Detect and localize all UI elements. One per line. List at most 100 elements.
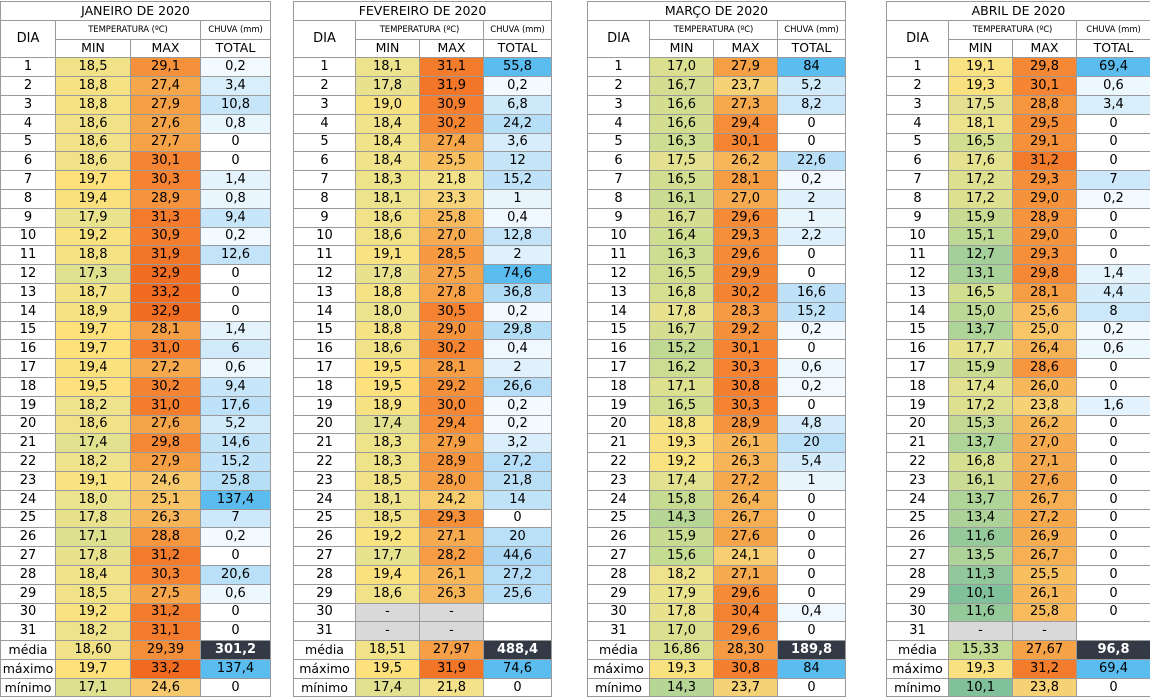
max-temp-cell: 27,0 [713,188,778,209]
min-temp-cell: 13,5 [948,546,1013,566]
max-temp-cell: 29,4 [713,113,778,134]
rain-total-cell: 6 [199,339,272,360]
max-temp-cell: 31,0 [130,339,201,360]
min-temp-cell: 16,5 [649,395,714,416]
max-temp-cell: 33,2 [130,658,201,679]
day-cell: 3 [0,94,56,115]
dia-header: DIA [587,19,650,59]
rain-total-cell: 0 [1076,245,1150,266]
table-row: 31 17,0 29,6 0 [587,621,846,642]
min-temp-cell: 18,4 [355,132,420,153]
max-temp-cell: 33,2 [130,282,201,303]
min-temp-cell: - [948,621,1013,642]
min-temp-cell: 17,5 [649,151,714,172]
table-row: 20 18,8 28,9 4,8 [587,414,846,435]
min-temp-cell: 18,6 [355,339,420,360]
rain-total-cell: 9,4 [199,376,272,397]
rain-total-cell: 0 [199,301,272,322]
table-row: 1 18,1 31,1 55,8 [293,57,552,78]
rain-total-cell: 2 [483,358,552,378]
rain-total-cell: 1 [777,207,846,228]
rain-total-cell: 301,2 [199,640,272,660]
table-row: 10 16,4 29,3 2,2 [587,226,846,247]
table-row: 5 18,6 27,7 0 [0,132,272,153]
rain-total-cell: 0 [1076,564,1150,585]
day-cell: 15 [293,320,356,341]
month-table-marco: MARÇO DE 2020 DIA TEMPERATURA (ºC) CHUVA (m… [587,1,846,698]
day-cell: 28 [886,564,949,585]
table-row: 5 16,3 30,1 0 [587,132,846,153]
max-temp-cell: 25,6 [1012,301,1077,322]
day-cell: 28 [0,564,56,585]
table-row: 29 18,5 27,5 0,6 [0,583,272,604]
table-row: 8 17,2 29,0 0,2 [886,188,1150,209]
day-cell: 25 [0,508,56,529]
rain-total-cell: 0 [777,339,846,360]
min-temp-cell: 19,3 [948,658,1013,679]
month-title: FEVEREIRO DE 2020 [293,1,552,21]
min-temp-cell: 18,8 [55,76,131,96]
day-cell: 16 [0,339,56,360]
max-temp-cell: 27,9 [713,57,778,78]
rain-total-cell: 0 [1076,207,1150,228]
day-cell: 21 [886,433,949,454]
rain-total-cell: 25,6 [483,583,552,604]
min-temp-cell: 19,7 [55,658,131,679]
max-temp-cell: 31,9 [419,658,484,679]
rain-total-cell: 9,4 [199,207,272,228]
day-cell: 10 [293,226,356,247]
max-temp-cell: 32,9 [130,301,201,322]
min-temp-cell: 15,9 [948,207,1013,228]
rain-total-cell: 0 [777,489,846,510]
day-cell: 14 [886,301,949,322]
table-row: 17 16,2 30,3 0,6 [587,358,846,378]
day-cell: 27 [886,546,949,566]
table-row: 23 18,5 28,0 21,8 [293,470,552,491]
table-row: 20 15,3 26,2 0 [886,414,1150,435]
min-temp-cell: 16,5 [649,170,714,190]
table-row: 6 18,4 25,5 12 [293,151,552,172]
temperatura-header: TEMPERATURA (ºC) [649,19,778,40]
rain-total-cell: 0,8 [199,188,272,209]
table-row: 3 16,6 27,3 8,2 [587,94,846,115]
min-temp-cell: 17,9 [649,583,714,604]
max-temp-cell: 28,8 [1012,94,1077,115]
rain-total-cell: 0 [1076,527,1150,548]
max-temp-cell: 30,3 [130,170,201,190]
rain-total-cell: 0,2 [483,414,552,435]
max-temp-cell: 26,1 [419,564,484,585]
rain-total-cell: 15,2 [199,452,272,472]
max-temp-cell: 30,1 [713,132,778,153]
table-row: 2 19,3 30,1 0,6 [886,76,1150,96]
day-cell: 23 [293,470,356,491]
table-row: 28 18,2 27,1 0 [587,564,846,585]
table-row: 7 19,7 30,3 1,4 [0,170,272,190]
day-cell: 13 [886,282,949,303]
table-row: 23 17,4 27,2 1 [587,470,846,491]
table-row: 19 18,2 31,0 17,6 [0,395,272,416]
max-header: MAX [1012,38,1077,59]
max-temp-cell: 28,5 [419,245,484,266]
stat-row-maximo: máximo 19,5 31,9 74,6 [293,658,552,679]
table-row: 23 19,1 24,6 25,8 [0,470,272,491]
table-row: 8 18,1 23,3 1 [293,188,552,209]
stat-row-media: média 18,60 29,39 301,2 [0,640,272,660]
min-temp-cell: 16,6 [649,113,714,134]
max-temp-cell: 30,3 [713,358,778,378]
table-row: 27 13,5 26,7 0 [886,546,1150,566]
max-temp-cell: 25,8 [419,207,484,228]
max-temp-cell: 27,1 [419,527,484,548]
table-row: 24 18,1 24,2 14 [293,489,552,510]
day-cell: 3 [587,94,650,115]
day-cell: 19 [293,395,356,416]
stat-label: máximo [293,658,356,679]
max-temp-cell: 28,0 [419,470,484,491]
min-temp-cell: 17,3 [55,264,131,284]
min-temp-cell: 16,7 [649,320,714,341]
day-cell: 18 [0,376,56,397]
max-temp-cell: 21,8 [419,677,484,698]
day-cell: 5 [293,132,356,153]
rain-total-cell: 0 [483,508,552,529]
day-cell: 12 [587,264,650,284]
rain-total-cell: 5,2 [199,414,272,435]
